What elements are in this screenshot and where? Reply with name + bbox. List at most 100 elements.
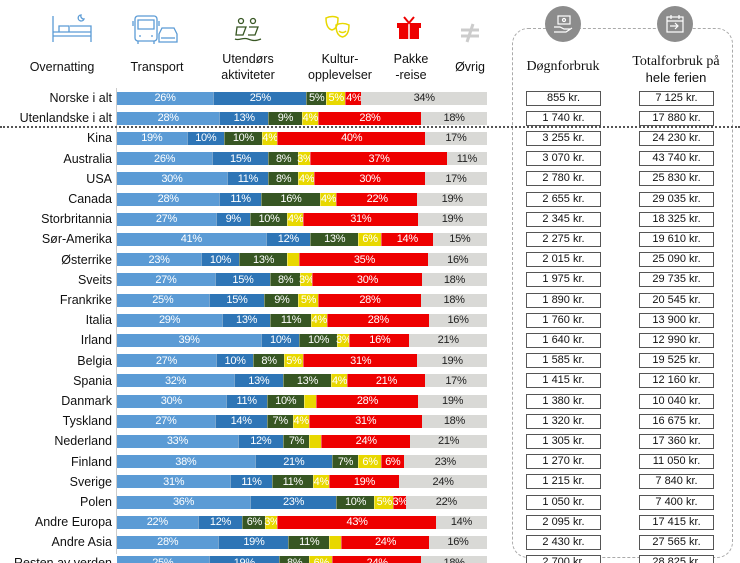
bar-segment-kultur xyxy=(329,535,342,549)
row-label: Spania xyxy=(73,373,112,388)
bar-segment-pakkereise: 24% xyxy=(332,556,422,563)
total-spending-value: 17 880 kr. xyxy=(639,110,714,126)
bar-segment-overnatting: 32% xyxy=(117,374,235,388)
row-label: Nederland xyxy=(54,434,112,449)
bar-segment-pakkereise: 22% xyxy=(336,192,418,206)
bar-segment-utendors: 8% xyxy=(268,172,299,186)
bar-segment-pakkereise: 31% xyxy=(308,414,422,428)
theater-masks-icon xyxy=(325,15,350,38)
bar-segment-utendors: 11% xyxy=(271,475,313,489)
bar-segment-kultur: 4% xyxy=(287,212,304,226)
header-overnatting: Overnatting xyxy=(29,60,95,74)
total-spending-value: 25 090 kr. xyxy=(639,252,714,268)
bar-segment-ovrig: 24% xyxy=(399,475,487,489)
bus-car-icon xyxy=(132,15,178,44)
stacked-bar: 31% 11% 11% 4% 19% 24% xyxy=(117,475,487,489)
bar-segment-utendors: 13% xyxy=(310,232,359,246)
bar-segment-utendors: 9% xyxy=(264,293,299,307)
row-label: Østerrike xyxy=(61,252,112,267)
bar-segment-overnatting: 19% xyxy=(117,131,187,145)
bar-segment-kultur: 5% xyxy=(283,354,303,368)
stacked-bar: 38% 21% 7% 6% 6% 23% xyxy=(117,455,487,469)
not-equal-icon xyxy=(461,23,479,43)
row-label: Australia xyxy=(63,151,112,166)
bar-segment-transport: 15% xyxy=(208,293,265,307)
daily-spending-value: 2 345 kr. xyxy=(526,211,601,227)
daily-spending-value: 1 760 kr. xyxy=(526,312,601,328)
total-spending-value: 20 545 kr. xyxy=(639,292,714,308)
row-label: Resten av verden xyxy=(14,555,112,563)
bar-segment-overnatting: 38% xyxy=(117,455,255,469)
header-ovrig: Øvrig xyxy=(455,60,485,74)
y-axis-line xyxy=(116,88,117,554)
bar-segment-kultur: 5% xyxy=(325,91,346,105)
bar-segment-pakkereise: 6% xyxy=(380,455,404,469)
total-spending-value: 10 040 kr. xyxy=(639,393,714,409)
bar-segment-pakkereise: 28% xyxy=(317,293,422,307)
bar-segment-transport: 10% xyxy=(215,354,254,368)
total-spending-value: 18 325 kr. xyxy=(639,211,714,227)
bar-segment-kultur: 4% xyxy=(301,111,318,125)
stacked-bar: 32% 13% 13% 4% 21% 17% xyxy=(117,374,488,388)
bar-segment-ovrig: 18% xyxy=(421,556,487,563)
total-spending-value: 17 360 kr. xyxy=(639,433,714,449)
row-label: Kina xyxy=(86,131,112,146)
daily-spending-value: 1 975 kr. xyxy=(526,272,601,288)
row-label: Canada xyxy=(68,192,112,206)
daily-spending-value: 1 215 kr. xyxy=(526,474,601,490)
bar-segment-kultur: 5% xyxy=(298,293,318,307)
bar-segment-transport: 9% xyxy=(215,212,250,226)
total-spending-value: 25 830 kr. xyxy=(639,171,714,187)
bar-segment-transport: 11% xyxy=(225,394,267,408)
bar-segment-utendors: 7% xyxy=(266,414,293,428)
row-label: Frankrike xyxy=(59,293,112,307)
bar-segment-overnatting: 25% xyxy=(117,556,209,563)
bar-segment-pakkereise: 19% xyxy=(328,475,400,489)
bar-segment-transport: 19% xyxy=(218,535,289,549)
stacked-bar: 26% 25% 5% 5% 4% 34% xyxy=(117,91,487,105)
bar-segment-overnatting: 27% xyxy=(117,212,216,226)
daily-spending-value: 1 050 kr. xyxy=(526,494,601,510)
bar-segment-ovrig: 34% xyxy=(361,91,487,105)
bar-segment-ovrig: 21% xyxy=(409,333,488,347)
total-spending-value: 17 415 kr. xyxy=(639,514,714,530)
bar-segment-ovrig: 16% xyxy=(429,535,487,549)
stacked-bar: 41% 12% 13% 6% 14% 15% xyxy=(117,232,488,246)
bar-segment-pakkereise: 4% xyxy=(345,91,362,105)
row-label: Danmark xyxy=(61,394,112,408)
stacked-bar: 30% 11% 8% 4% 30% 17% xyxy=(117,172,488,186)
header-utendors: Utendørs aktiviteter xyxy=(221,52,275,82)
bar-segment-kultur: 3% xyxy=(264,515,280,529)
bar-segment-pakkereise: 3% xyxy=(392,495,408,509)
bar-segment-overnatting: 28% xyxy=(117,535,219,549)
daily-spending-value: 1 640 kr. xyxy=(526,332,601,348)
bar-segment-ovrig: 17% xyxy=(424,131,487,145)
daily-spending-value: 1 305 kr. xyxy=(526,433,601,449)
bar-segment-utendors: 16% xyxy=(260,192,321,206)
bar-segment-pakkereise: 28% xyxy=(315,394,419,408)
bar-segment-pakkereise: 31% xyxy=(303,212,418,226)
bar-segment-ovrig: 16% xyxy=(428,253,487,267)
stacked-bar: 27% 14% 7% 4% 31% 18% xyxy=(117,414,487,428)
bar-segment-overnatting: 28% xyxy=(117,192,220,206)
bar-segment-ovrig: 18% xyxy=(421,293,487,307)
bar-segment-kultur: 4% xyxy=(292,414,309,428)
stacked-bar: 36% 23% 10% 5% 3% 22% xyxy=(117,495,487,509)
header-kultur: Kultur- opplevelser xyxy=(308,52,372,82)
bar-segment-utendors: 5% xyxy=(306,91,326,105)
daily-spending-value: 2 700 kr. xyxy=(526,555,601,563)
bar-segment-ovrig: 18% xyxy=(421,273,487,287)
total-spending-value: 16 675 kr. xyxy=(639,413,714,429)
bar-segment-overnatting: 33% xyxy=(117,434,238,448)
daily-spending-value: 2 780 kr. xyxy=(526,171,601,187)
bar-segment-overnatting: 27% xyxy=(117,414,215,428)
bar-segment-overnatting: 31% xyxy=(117,475,231,489)
stacked-bar: 28% 19% 11% 24% 16% xyxy=(117,535,487,549)
bar-segment-pakkereise: 21% xyxy=(347,374,425,388)
bar-segment-kultur xyxy=(303,394,316,408)
bar-segment-ovrig: 21% xyxy=(410,434,487,448)
bar-segment-kultur: 4% xyxy=(298,172,315,186)
bar-segment-transport: 15% xyxy=(212,152,269,166)
bar-segment-kultur: 3% xyxy=(336,333,352,347)
stacked-bar: 23% 10% 13% 35% 16% xyxy=(117,253,487,267)
